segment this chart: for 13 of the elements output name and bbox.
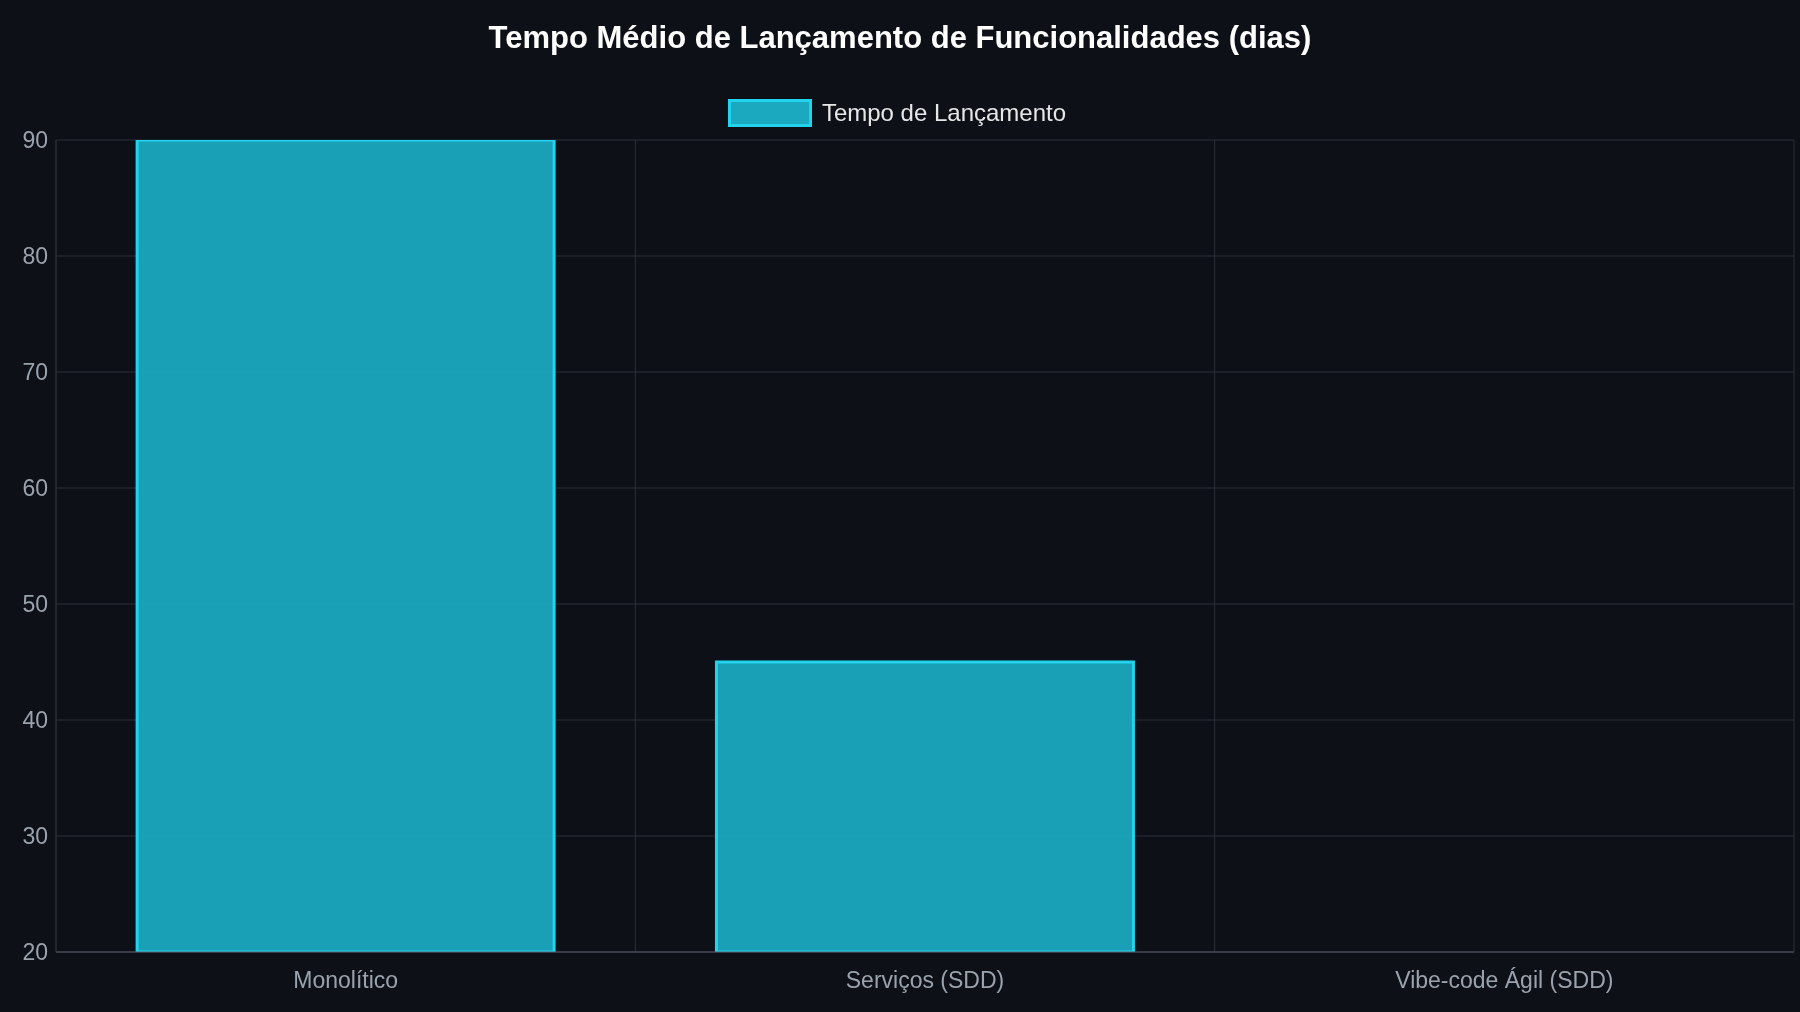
x-tick-label: Serviços (SDD) [845, 967, 1005, 994]
x-tick-label: Monolítico [293, 967, 399, 994]
y-tick-label: 20 [22, 939, 48, 966]
y-tick-label: 90 [22, 127, 48, 154]
x-tick-label: Vibe-code Ágil (SDD) [1395, 967, 1614, 994]
y-tick-label: 30 [22, 823, 48, 850]
y-tick-label: 70 [22, 359, 48, 386]
y-tick-label: 50 [22, 591, 48, 618]
y-tick-label: 80 [22, 243, 48, 270]
legend-label: Tempo de Lançamento [821, 98, 1067, 127]
y-tick-label: 60 [22, 475, 48, 502]
y-tick-label: 40 [22, 707, 48, 734]
chart-title: Tempo Médio de Lançamento de Funcionalidades (dias) [487, 20, 1313, 56]
